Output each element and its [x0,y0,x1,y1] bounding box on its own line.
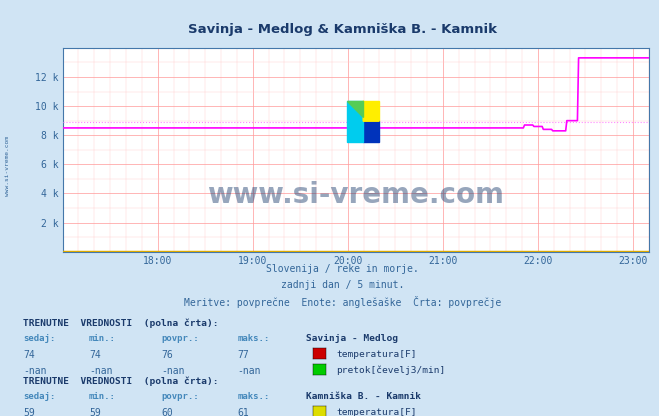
Text: maks.:: maks.: [237,334,270,343]
Text: TRENUTNE  VREDNOSTI  (polna črta):: TRENUTNE VREDNOSTI (polna črta): [23,318,219,328]
Text: pretok[čevelj3/min]: pretok[čevelj3/min] [336,366,445,375]
Text: TRENUTNE  VREDNOSTI  (polna črta):: TRENUTNE VREDNOSTI (polna črta): [23,376,219,386]
Bar [363,101,380,121]
Text: 74: 74 [23,350,35,360]
Text: -nan: -nan [237,366,261,376]
Text: -nan: -nan [23,366,47,376]
Text: www.si-vreme.com: www.si-vreme.com [5,136,11,196]
Text: 60: 60 [161,408,173,416]
Text: Savinja - Medlog & Kamniška B. - Kamnik: Savinja - Medlog & Kamniška B. - Kamnik [188,22,497,36]
Text: sedaj:: sedaj: [23,334,55,343]
Polygon shape [347,101,363,117]
Text: sedaj:: sedaj: [23,392,55,401]
Text: Meritve: povprečne  Enote: anglešaške  Črta: povprečje: Meritve: povprečne Enote: anglešaške Črt… [184,296,501,308]
Text: 61: 61 [237,408,249,416]
Text: www.si-vreme.com: www.si-vreme.com [208,181,504,208]
Text: 74: 74 [89,350,101,360]
Bar [363,121,380,141]
Text: min.:: min.: [89,334,116,343]
Text: 59: 59 [23,408,35,416]
Text: -nan: -nan [89,366,113,376]
Text: zadnji dan / 5 minut.: zadnji dan / 5 minut. [281,280,405,290]
Text: 59: 59 [89,408,101,416]
Polygon shape [363,101,380,121]
Text: povpr.:: povpr.: [161,392,199,401]
Text: Kamniška B. - Kamnik: Kamniška B. - Kamnik [306,392,422,401]
Text: 77: 77 [237,350,249,360]
Text: -nan: -nan [161,366,185,376]
Bar [347,101,363,141]
Text: Slovenija / reke in morje.: Slovenija / reke in morje. [266,264,419,274]
Text: povpr.:: povpr.: [161,334,199,343]
Text: Savinja - Medlog: Savinja - Medlog [306,334,399,343]
Text: maks.:: maks.: [237,392,270,401]
Text: 76: 76 [161,350,173,360]
Text: temperatura[F]: temperatura[F] [336,350,416,359]
Text: min.:: min.: [89,392,116,401]
Text: temperatura[F]: temperatura[F] [336,408,416,416]
